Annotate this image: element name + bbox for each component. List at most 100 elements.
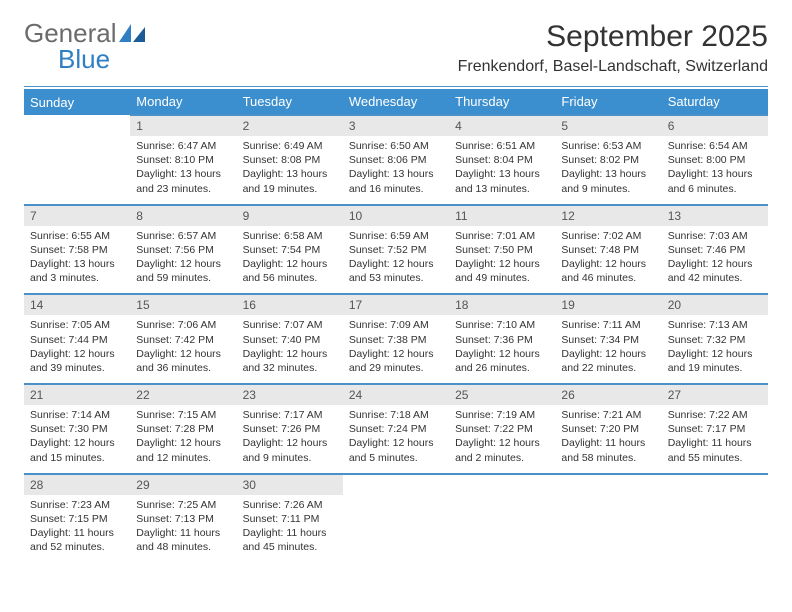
day-number: 24 <box>343 385 449 405</box>
day-number-row: 123456 <box>24 115 768 136</box>
sunset-text: Sunset: 7:48 PM <box>561 243 655 257</box>
day-body-cell <box>449 495 555 563</box>
day-number: 3 <box>343 116 449 136</box>
day-number-cell: 8 <box>130 205 236 226</box>
day-number: 8 <box>130 206 236 226</box>
day-number: 2 <box>237 116 343 136</box>
sunset-text: Sunset: 7:22 PM <box>455 422 549 436</box>
sunset-text: Sunset: 8:02 PM <box>561 153 655 167</box>
sunrise-text: Sunrise: 7:06 AM <box>136 318 230 332</box>
title-block: September 2025 Frenkendorf, Basel-Landsc… <box>458 20 768 76</box>
daylight-text: Daylight: 11 hours and 48 minutes. <box>136 526 230 554</box>
day-body-cell: Sunrise: 7:13 AMSunset: 7:32 PMDaylight:… <box>662 315 768 384</box>
day-body-cell <box>555 495 661 563</box>
sunset-text: Sunset: 7:58 PM <box>30 243 124 257</box>
day-number-row: 78910111213 <box>24 205 768 226</box>
sunset-text: Sunset: 7:56 PM <box>136 243 230 257</box>
day-number-cell: 13 <box>662 205 768 226</box>
daylight-text: Daylight: 11 hours and 58 minutes. <box>561 436 655 464</box>
day-number: 22 <box>130 385 236 405</box>
day-number: 4 <box>449 116 555 136</box>
sunset-text: Sunset: 7:17 PM <box>668 422 762 436</box>
day-number-cell: 30 <box>237 474 343 495</box>
day-number: 11 <box>449 206 555 226</box>
day-number: 1 <box>130 116 236 136</box>
weekday-header: Monday <box>130 89 236 115</box>
sunset-text: Sunset: 7:32 PM <box>668 333 762 347</box>
day-body-cell: Sunrise: 7:18 AMSunset: 7:24 PMDaylight:… <box>343 405 449 474</box>
sunset-text: Sunset: 7:15 PM <box>30 512 124 526</box>
day-body-cell: Sunrise: 7:19 AMSunset: 7:22 PMDaylight:… <box>449 405 555 474</box>
weekday-header: Sunday <box>24 89 130 115</box>
day-number: 23 <box>237 385 343 405</box>
day-body-cell: Sunrise: 7:14 AMSunset: 7:30 PMDaylight:… <box>24 405 130 474</box>
day-number-cell: 27 <box>662 384 768 405</box>
day-body-cell: Sunrise: 7:05 AMSunset: 7:44 PMDaylight:… <box>24 315 130 384</box>
sunrise-text: Sunrise: 6:58 AM <box>243 229 337 243</box>
daylight-text: Daylight: 12 hours and 42 minutes. <box>668 257 762 285</box>
sunrise-text: Sunrise: 7:25 AM <box>136 498 230 512</box>
day-body-cell: Sunrise: 7:06 AMSunset: 7:42 PMDaylight:… <box>130 315 236 384</box>
sunset-text: Sunset: 7:38 PM <box>349 333 443 347</box>
day-body-row: Sunrise: 7:23 AMSunset: 7:15 PMDaylight:… <box>24 495 768 563</box>
day-body-cell: Sunrise: 7:26 AMSunset: 7:11 PMDaylight:… <box>237 495 343 563</box>
day-body-cell: Sunrise: 6:55 AMSunset: 7:58 PMDaylight:… <box>24 226 130 295</box>
day-number-cell: 26 <box>555 384 661 405</box>
daylight-text: Daylight: 13 hours and 6 minutes. <box>668 167 762 195</box>
daylight-text: Daylight: 13 hours and 3 minutes. <box>30 257 124 285</box>
sunrise-text: Sunrise: 6:54 AM <box>668 139 762 153</box>
day-body-cell: Sunrise: 6:57 AMSunset: 7:56 PMDaylight:… <box>130 226 236 295</box>
day-body-cell: Sunrise: 7:25 AMSunset: 7:13 PMDaylight:… <box>130 495 236 563</box>
logo-sail-icon <box>119 24 145 42</box>
sunrise-text: Sunrise: 7:21 AM <box>561 408 655 422</box>
day-number: 14 <box>24 295 130 315</box>
sunset-text: Sunset: 7:50 PM <box>455 243 549 257</box>
daylight-text: Daylight: 13 hours and 23 minutes. <box>136 167 230 195</box>
sunrise-text: Sunrise: 6:49 AM <box>243 139 337 153</box>
day-body-cell: Sunrise: 7:23 AMSunset: 7:15 PMDaylight:… <box>24 495 130 563</box>
sunrise-text: Sunrise: 6:51 AM <box>455 139 549 153</box>
sunrise-text: Sunrise: 6:57 AM <box>136 229 230 243</box>
weekday-header: Saturday <box>662 89 768 115</box>
sunset-text: Sunset: 7:24 PM <box>349 422 443 436</box>
day-number-cell: 20 <box>662 294 768 315</box>
day-body-cell: Sunrise: 6:49 AMSunset: 8:08 PMDaylight:… <box>237 136 343 205</box>
weekday-header: Thursday <box>449 89 555 115</box>
day-body-cell: Sunrise: 6:59 AMSunset: 7:52 PMDaylight:… <box>343 226 449 295</box>
day-number: 19 <box>555 295 661 315</box>
day-body-cell: Sunrise: 7:17 AMSunset: 7:26 PMDaylight:… <box>237 405 343 474</box>
divider <box>24 86 768 87</box>
day-number: 25 <box>449 385 555 405</box>
day-number-cell: 18 <box>449 294 555 315</box>
location-subtitle: Frenkendorf, Basel-Landschaft, Switzerla… <box>458 58 768 76</box>
day-body-cell: Sunrise: 7:22 AMSunset: 7:17 PMDaylight:… <box>662 405 768 474</box>
sunset-text: Sunset: 8:08 PM <box>243 153 337 167</box>
day-body-cell: Sunrise: 7:10 AMSunset: 7:36 PMDaylight:… <box>449 315 555 384</box>
day-number-cell: 16 <box>237 294 343 315</box>
day-body-row: Sunrise: 6:55 AMSunset: 7:58 PMDaylight:… <box>24 226 768 295</box>
day-number <box>449 475 555 481</box>
day-number <box>555 475 661 481</box>
sunrise-text: Sunrise: 7:18 AM <box>349 408 443 422</box>
calendar-table: Sunday Monday Tuesday Wednesday Thursday… <box>24 89 768 562</box>
daylight-text: Daylight: 12 hours and 39 minutes. <box>30 347 124 375</box>
sunrise-text: Sunrise: 7:09 AM <box>349 318 443 332</box>
daylight-text: Daylight: 12 hours and 53 minutes. <box>349 257 443 285</box>
day-number-cell: 2 <box>237 115 343 136</box>
sunrise-text: Sunrise: 7:14 AM <box>30 408 124 422</box>
sunset-text: Sunset: 7:44 PM <box>30 333 124 347</box>
day-number-cell: 10 <box>343 205 449 226</box>
day-body-cell <box>662 495 768 563</box>
daylight-text: Daylight: 12 hours and 59 minutes. <box>136 257 230 285</box>
daylight-text: Daylight: 13 hours and 9 minutes. <box>561 167 655 195</box>
day-number-cell: 29 <box>130 474 236 495</box>
day-body-cell <box>343 495 449 563</box>
day-body-cell: Sunrise: 7:02 AMSunset: 7:48 PMDaylight:… <box>555 226 661 295</box>
day-number-cell: 19 <box>555 294 661 315</box>
daylight-text: Daylight: 12 hours and 22 minutes. <box>561 347 655 375</box>
sunrise-text: Sunrise: 7:19 AM <box>455 408 549 422</box>
day-number-row: 21222324252627 <box>24 384 768 405</box>
sunrise-text: Sunrise: 7:01 AM <box>455 229 549 243</box>
weekday-header: Tuesday <box>237 89 343 115</box>
sunset-text: Sunset: 7:20 PM <box>561 422 655 436</box>
